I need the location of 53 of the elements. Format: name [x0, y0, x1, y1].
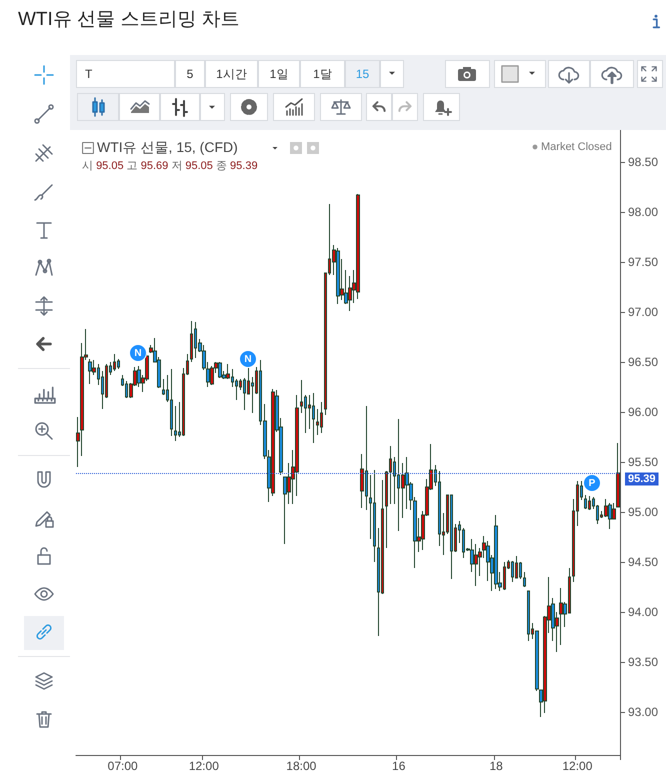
y-tick-label: 97.00 [628, 305, 658, 319]
candlestick [588, 496, 591, 510]
y-tick-label: 98.50 [628, 155, 658, 169]
chart-title: WTI유 선물 스트리밍 차트 [18, 8, 240, 32]
candlestick [515, 556, 518, 578]
marker-badge: N [129, 344, 147, 362]
candlestick [584, 494, 587, 510]
candlestick [523, 572, 526, 588]
candlestick [527, 590, 530, 642]
x-tick-label: 18:00 [286, 759, 317, 772]
y-tick-label: 96.50 [628, 355, 658, 369]
candlestick [494, 514, 498, 590]
candlestick [616, 442, 620, 508]
x-tick-label: 07:00 [108, 759, 138, 772]
candlestick [218, 362, 222, 378]
candlestick [450, 494, 453, 580]
x-tick-label: 12:00 [188, 759, 220, 772]
candlestick [312, 392, 315, 444]
candlestick [174, 406, 177, 442]
text: WTI유 선물, 15, (CFD) [97, 139, 238, 157]
text: 15 [345, 60, 380, 88]
y-tick-label: 95.00 [628, 505, 658, 519]
candlestick [356, 194, 360, 300]
y-tick-label: 93.50 [628, 655, 658, 669]
text: 1달 [300, 60, 345, 88]
candlestick [190, 320, 193, 362]
candlestick [170, 368, 173, 436]
y-tick-label: 95.50 [628, 455, 658, 469]
candlestick [88, 358, 92, 384]
text: 1일 [258, 60, 300, 88]
y-tick-label: 94.50 [628, 555, 658, 569]
x-tick-label: 18 [489, 759, 504, 772]
candlestick [608, 502, 612, 530]
marker-badge: N [239, 350, 257, 368]
text: T [76, 60, 175, 88]
y-tick-label: 97.50 [628, 255, 658, 269]
candlestick [373, 470, 376, 562]
x-tick-label: 16 [392, 759, 406, 772]
candlestick [320, 402, 323, 434]
candlestick [210, 366, 214, 386]
marker-badge: P [583, 474, 601, 492]
y-tick-label: 93.00 [628, 705, 658, 719]
y-tick-label: 96.00 [628, 405, 658, 419]
x-tick-label: 12:00 [562, 759, 593, 772]
text: 1시간 [205, 60, 258, 88]
y-tick-label: 94.00 [628, 605, 658, 619]
candlestick [336, 248, 340, 304]
annotation: 시 95.05 고 95.69 저 95.05 종 95.39 [82, 160, 258, 172]
candlestick [113, 354, 116, 372]
text: 5 [175, 60, 205, 88]
ref-line-label: 95.39 [628, 473, 656, 485]
annotation: Market Closed [541, 141, 612, 153]
y-tick-label: 98.00 [628, 205, 658, 219]
